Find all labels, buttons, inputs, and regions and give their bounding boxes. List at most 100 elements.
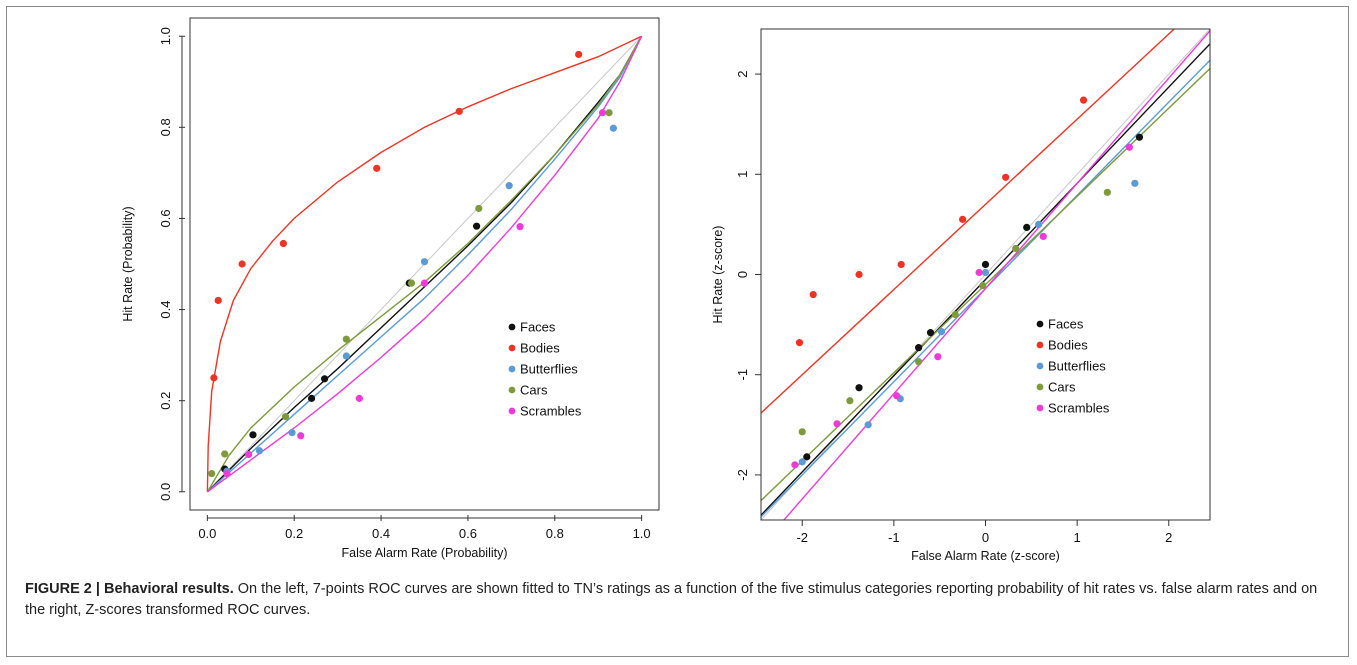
butterflies-data-point	[255, 447, 264, 455]
x-axis-label: False Alarm Rate (z-score)	[911, 549, 1060, 563]
cars-data-point	[281, 413, 290, 421]
scrambles-fit-line	[782, 29, 1210, 520]
y-tick-label: 0.4	[158, 301, 173, 319]
scrambles-data-point	[893, 392, 901, 400]
y-tick-label: 1.0	[158, 27, 173, 45]
bodies-data-point	[575, 50, 583, 59]
bodies-fit-line	[761, 29, 1176, 414]
cars-data-point	[605, 109, 613, 117]
legend-marker-cars	[508, 386, 516, 394]
butterflies-data-point	[505, 182, 513, 190]
scrambles-data-point	[297, 432, 305, 440]
legend-label-faces: Faces	[1048, 317, 1084, 332]
cars-data-point	[407, 279, 416, 287]
x-tick-label: 1.0	[633, 526, 651, 541]
legend-marker-butterflies	[1036, 362, 1044, 370]
x-tick-label: 0.0	[198, 526, 216, 541]
cars-data-point	[798, 428, 806, 436]
bodies-data-point	[1079, 96, 1088, 104]
cars-data-point	[915, 358, 923, 366]
butterflies-data-point	[420, 258, 429, 266]
legend-label-faces: Faces	[520, 320, 556, 335]
faces-data-point	[803, 453, 811, 461]
butterflies-data-point	[1131, 179, 1139, 187]
faces-data-point	[915, 344, 923, 352]
figure-caption: FIGURE 2 | Behavioral results. On the le…	[25, 579, 1325, 621]
faces-data-point	[307, 394, 316, 402]
plot-frame	[189, 17, 660, 511]
butterflies-data-point	[609, 124, 618, 132]
bodies-data-point	[1002, 173, 1010, 181]
y-tick-label: 0	[735, 271, 750, 278]
y-axis-label: Hit Rate (Probability)	[121, 206, 135, 321]
butterflies-data-point	[342, 352, 350, 360]
scrambles-data-point	[223, 469, 231, 478]
legend-label-butterflies: Butterflies	[1048, 359, 1106, 374]
y-tick-label: -2	[735, 469, 750, 481]
x-tick-label: 0.2	[285, 526, 303, 541]
scrambles-data-point	[420, 279, 429, 287]
cars-data-point	[979, 281, 987, 290]
x-tick-label: 2	[1165, 530, 1172, 545]
faces-data-point	[1023, 223, 1031, 232]
legend-label-scrambles: Scrambles	[520, 404, 582, 419]
butterflies-roc-curve	[206, 35, 643, 493]
scrambles-data-point	[975, 268, 983, 277]
y-tick-label: -1	[735, 369, 750, 381]
bodies-data-point	[214, 296, 222, 305]
scrambles-data-point	[355, 394, 363, 402]
bodies-data-point	[455, 107, 463, 115]
x-tick-label: 1	[1074, 530, 1081, 545]
faces-fit-line	[761, 42, 1210, 517]
scrambles-data-point	[934, 353, 942, 361]
probability-roc-panel: 0.0 0.2 0.4 0.6 0.8 1.0 0.0 0.2 0.4 0.6 0.8 1.0 Fals…	[121, 17, 660, 560]
y-tick-label: 0.8	[158, 118, 173, 136]
cars-data-point	[1012, 244, 1020, 253]
plot-area	[761, 29, 1210, 520]
faces-data-point	[249, 431, 257, 439]
scrambles-data-point	[598, 109, 607, 117]
faces-data-point	[321, 375, 329, 383]
roc-figure: 0.0 0.2 0.4 0.6 0.8 1.0 0.0 0.2 0.4 0.6 0.8 1.0 Fals…	[121, 17, 1211, 563]
scrambles-data-point	[833, 420, 841, 428]
y-tick-label: 0.6	[158, 209, 173, 227]
bodies-data-point	[210, 374, 218, 382]
scrambles-data-point	[791, 461, 799, 469]
legend-label-butterflies: Butterflies	[520, 362, 578, 377]
bodies-data-point	[238, 260, 246, 268]
cars-data-point	[208, 469, 216, 478]
cars-data-point	[1103, 188, 1111, 196]
cars-data-point	[221, 450, 229, 458]
faces-data-point	[1135, 133, 1144, 141]
legend-label-cars: Cars	[520, 383, 548, 398]
legend-marker-bodies	[1036, 341, 1044, 349]
plot-area	[206, 35, 643, 493]
cars-data-point	[951, 310, 959, 319]
x-tick-label: -1	[888, 530, 900, 545]
bodies-roc-curve	[206, 35, 642, 492]
zscore-roc-panel: -2 -1 0 1 2 -2 -1 0 1 2 False Alarm Rate (z-score)…	[711, 28, 1211, 563]
y-tick-label: 0.0	[158, 483, 173, 501]
butterflies-data-point	[981, 268, 990, 277]
faces-data-point	[855, 384, 863, 392]
scrambles-data-point	[1039, 232, 1047, 241]
butterflies-data-point	[798, 458, 806, 466]
y-tick-label: 2	[735, 70, 750, 77]
faces-data-point	[926, 329, 935, 337]
bodies-data-point	[373, 164, 381, 172]
faces-data-point	[981, 260, 990, 269]
legend-marker-scrambles	[508, 407, 516, 415]
scrambles-data-point	[1125, 143, 1133, 151]
faces-data-point	[473, 222, 481, 230]
butterflies-data-point	[864, 421, 872, 429]
scrambles-data-point	[245, 450, 253, 459]
legend-marker-scrambles	[1036, 404, 1044, 412]
y-tick-label: 0.2	[158, 392, 173, 410]
caption-text: On the left, 7-points ROC curves are sho…	[25, 581, 1318, 618]
bodies-data-point	[855, 270, 863, 279]
legend-marker-faces	[508, 323, 516, 331]
figure-frame: 0.0 0.2 0.4 0.6 0.8 1.0 0.0 0.2 0.4 0.6 0.8 1.0 Fals…	[6, 6, 1349, 657]
bodies-data-point	[809, 290, 817, 299]
legend-label-bodies: Bodies	[520, 341, 560, 356]
legend-label-scrambles: Scrambles	[1048, 401, 1110, 416]
